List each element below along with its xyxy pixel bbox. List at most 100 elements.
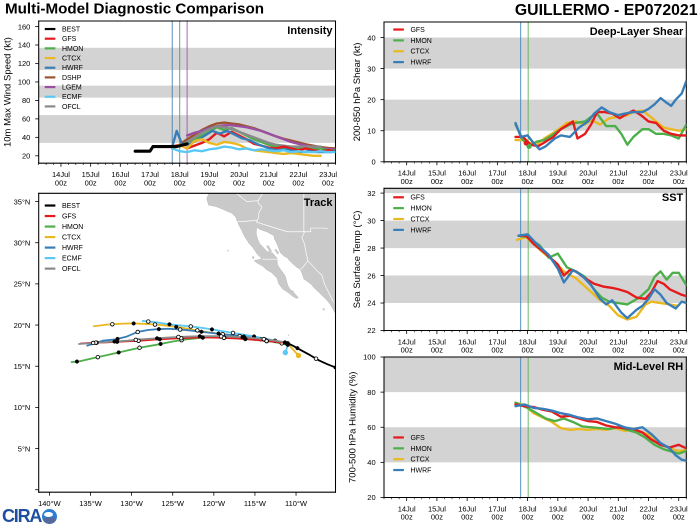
svg-text:32: 32 <box>367 189 375 198</box>
svg-text:20: 20 <box>22 152 30 161</box>
svg-text:40: 40 <box>367 458 375 467</box>
svg-text:120°W: 120°W <box>203 499 227 508</box>
svg-text:CTCX: CTCX <box>62 56 81 63</box>
svg-text:00z: 00z <box>174 178 186 187</box>
svg-text:17Jul: 17Jul <box>488 337 506 346</box>
svg-text:19Jul: 19Jul <box>200 170 218 179</box>
svg-text:17Jul: 17Jul <box>488 504 506 513</box>
svg-text:35°N: 35°N <box>14 197 31 206</box>
svg-text:14Jul: 14Jul <box>398 169 416 178</box>
svg-text:Sea Surface Temp (°C): Sea Surface Temp (°C) <box>352 211 363 309</box>
svg-text:LGEM: LGEM <box>62 85 82 92</box>
svg-text:00z: 00z <box>612 513 624 522</box>
svg-text:HMON: HMON <box>62 46 83 53</box>
svg-text:0: 0 <box>371 158 375 167</box>
svg-text:21Jul: 21Jul <box>609 169 627 178</box>
svg-text:30: 30 <box>367 64 375 73</box>
svg-text:15Jul: 15Jul <box>428 337 446 346</box>
svg-text:Intensity: Intensity <box>287 25 333 37</box>
svg-text:OFCL: OFCL <box>62 266 81 273</box>
svg-text:00z: 00z <box>642 513 654 522</box>
svg-text:60: 60 <box>22 115 30 124</box>
svg-text:140°W: 140°W <box>38 499 62 508</box>
svg-text:28: 28 <box>367 244 375 253</box>
svg-text:40: 40 <box>22 133 30 142</box>
svg-text:700-500 hPa Humidity (%): 700-500 hPa Humidity (%) <box>348 372 359 483</box>
svg-text:14Jul: 14Jul <box>52 170 70 179</box>
svg-text:HMON: HMON <box>410 38 431 45</box>
svg-text:00z: 00z <box>292 178 304 187</box>
svg-text:00z: 00z <box>461 513 473 522</box>
svg-text:00z: 00z <box>612 177 624 186</box>
svg-text:00z: 00z <box>491 346 503 355</box>
svg-text:ECMF: ECMF <box>62 256 82 263</box>
svg-text:19Jul: 19Jul <box>549 169 567 178</box>
svg-text:16Jul: 16Jul <box>458 337 476 346</box>
svg-text:00z: 00z <box>673 177 685 186</box>
svg-text:Deep-Layer Shear: Deep-Layer Shear <box>590 26 684 38</box>
svg-text:00z: 00z <box>233 178 245 187</box>
svg-text:18Jul: 18Jul <box>171 170 189 179</box>
svg-text:00z: 00z <box>673 346 685 355</box>
svg-text:HWRF: HWRF <box>62 65 83 72</box>
svg-text:GFS: GFS <box>62 36 77 43</box>
svg-text:00z: 00z <box>582 177 594 186</box>
svg-text:22Jul: 22Jul <box>640 337 658 346</box>
svg-text:20Jul: 20Jul <box>579 337 597 346</box>
svg-text:20°N: 20°N <box>14 321 31 330</box>
svg-text:00z: 00z <box>431 177 443 186</box>
svg-text:CTCX: CTCX <box>410 216 429 223</box>
svg-text:GFS: GFS <box>410 195 425 202</box>
svg-text:22: 22 <box>367 326 375 335</box>
svg-text:10°N: 10°N <box>14 403 31 412</box>
svg-text:BEST: BEST <box>62 26 81 33</box>
svg-text:100: 100 <box>18 78 31 87</box>
svg-text:17Jul: 17Jul <box>488 169 506 178</box>
svg-text:80: 80 <box>22 96 30 105</box>
svg-text:GFS: GFS <box>410 27 425 34</box>
svg-text:00z: 00z <box>431 513 443 522</box>
svg-text:60: 60 <box>367 423 375 432</box>
svg-text:00z: 00z <box>491 177 503 186</box>
svg-text:CTCX: CTCX <box>410 457 429 464</box>
svg-text:20Jul: 20Jul <box>579 169 597 178</box>
svg-text:10m Max Wind Speed (kt): 10m Max Wind Speed (kt) <box>2 37 13 147</box>
svg-text:HWRF: HWRF <box>410 227 431 234</box>
svg-text:15Jul: 15Jul <box>428 169 446 178</box>
svg-text:15Jul: 15Jul <box>428 504 446 513</box>
svg-text:00z: 00z <box>642 346 654 355</box>
svg-text:23Jul: 23Jul <box>670 169 688 178</box>
svg-text:HWRF: HWRF <box>410 467 431 474</box>
svg-text:18Jul: 18Jul <box>519 337 537 346</box>
svg-text:200-850 hPa Shear (kt): 200-850 hPa Shear (kt) <box>352 43 363 142</box>
svg-text:14Jul: 14Jul <box>398 504 416 513</box>
svg-text:GFS: GFS <box>410 435 425 442</box>
svg-text:19Jul: 19Jul <box>549 337 567 346</box>
svg-text:115°W: 115°W <box>244 499 267 508</box>
svg-text:23Jul: 23Jul <box>319 170 337 179</box>
svg-text:00z: 00z <box>612 346 624 355</box>
svg-text:00z: 00z <box>642 177 654 186</box>
svg-text:00z: 00z <box>522 513 534 522</box>
svg-text:00z: 00z <box>673 513 685 522</box>
svg-text:20: 20 <box>367 95 375 104</box>
svg-text:15°N: 15°N <box>14 362 31 371</box>
svg-text:30°N: 30°N <box>14 238 31 247</box>
svg-text:140: 140 <box>18 41 31 50</box>
svg-text:HMON: HMON <box>62 224 83 231</box>
svg-text:ECMF: ECMF <box>62 94 82 101</box>
svg-text:HWRF: HWRF <box>62 245 83 252</box>
svg-text:5°N: 5°N <box>18 444 31 453</box>
svg-text:00z: 00z <box>401 177 413 186</box>
svg-text:26: 26 <box>367 271 375 280</box>
svg-text:18Jul: 18Jul <box>519 169 537 178</box>
svg-text:00z: 00z <box>552 346 564 355</box>
svg-text:00z: 00z <box>552 177 564 186</box>
svg-text:00z: 00z <box>522 177 534 186</box>
svg-text:40: 40 <box>367 33 375 42</box>
svg-text:17Jul: 17Jul <box>141 170 159 179</box>
svg-text:18Jul: 18Jul <box>519 504 537 513</box>
svg-text:20: 20 <box>367 493 375 502</box>
svg-text:Multi-Model Diagnostic Compari: Multi-Model Diagnostic Comparison <box>5 0 264 17</box>
svg-text:00z: 00z <box>144 178 156 187</box>
